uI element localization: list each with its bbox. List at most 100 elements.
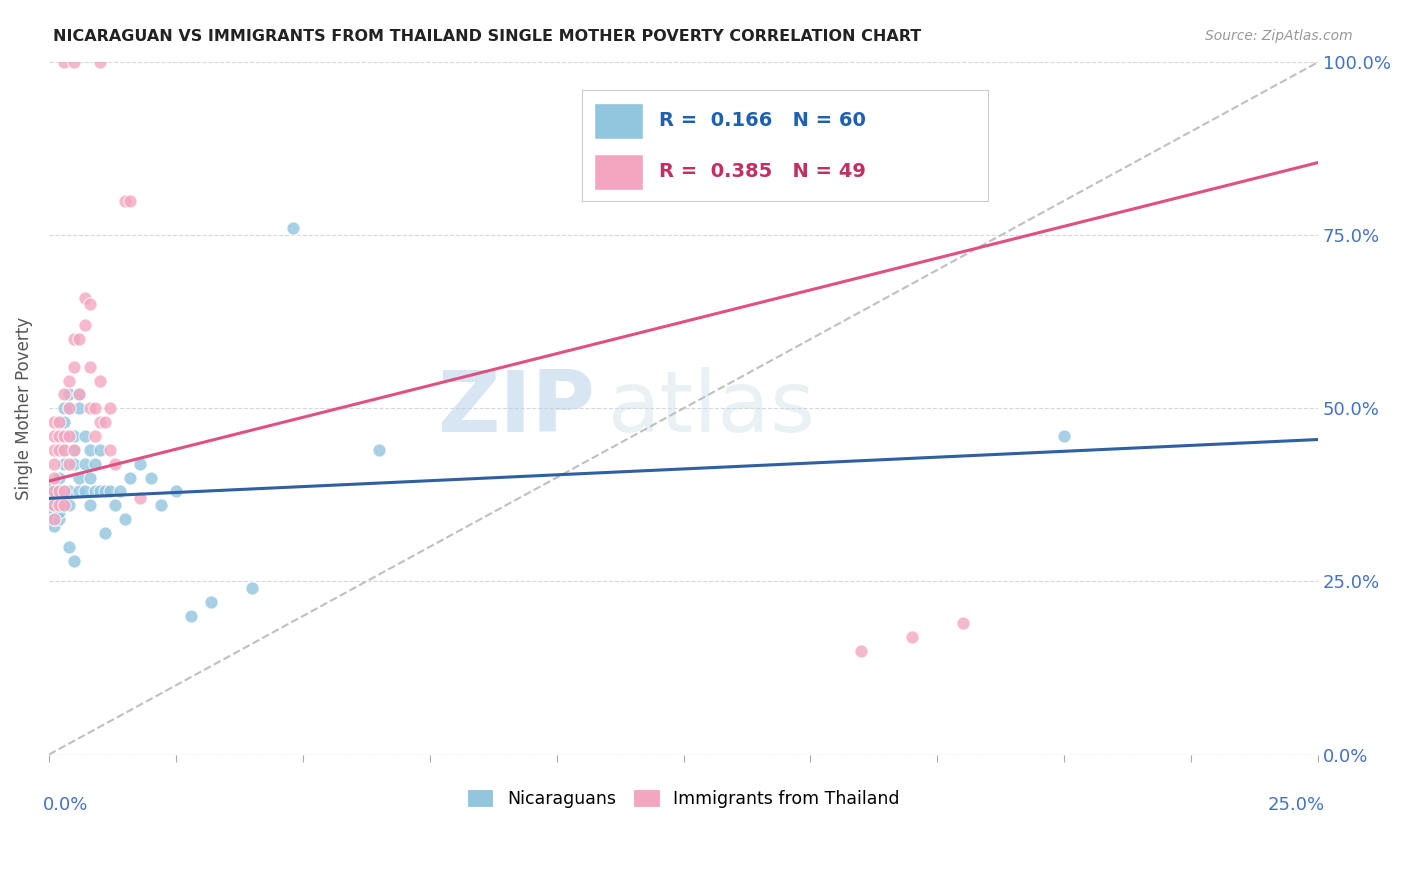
Point — [53, 429, 76, 443]
Point — [83, 484, 105, 499]
Point — [901, 630, 924, 644]
Point — [67, 332, 90, 346]
Point — [108, 484, 131, 499]
Point — [368, 442, 391, 457]
Point — [98, 442, 121, 457]
Point — [42, 519, 65, 533]
Point — [180, 609, 202, 624]
Point — [83, 457, 105, 471]
Point — [98, 484, 121, 499]
Legend: Nicaraguans, Immigrants from Thailand: Nicaraguans, Immigrants from Thailand — [460, 782, 907, 815]
Point — [200, 595, 222, 609]
Text: 0.0%: 0.0% — [42, 796, 89, 814]
Point — [42, 470, 65, 484]
Point — [48, 484, 70, 499]
Point — [48, 498, 70, 512]
Point — [42, 498, 65, 512]
Point — [120, 470, 142, 484]
Point — [89, 415, 111, 429]
Point — [42, 415, 65, 429]
Point — [42, 505, 65, 519]
Point — [67, 470, 90, 484]
Point — [73, 291, 96, 305]
Point — [48, 498, 70, 512]
Point — [98, 401, 121, 416]
Point — [139, 470, 162, 484]
Point — [83, 401, 105, 416]
Point — [63, 359, 86, 374]
Point — [240, 582, 263, 596]
Point — [53, 498, 76, 512]
Point — [58, 429, 80, 443]
Point — [42, 484, 65, 499]
Point — [149, 498, 172, 512]
Point — [53, 457, 76, 471]
Point — [129, 457, 152, 471]
Point — [58, 374, 80, 388]
Point — [94, 415, 117, 429]
Point — [58, 401, 80, 416]
Point — [48, 470, 70, 484]
Point — [94, 526, 117, 541]
Point — [58, 498, 80, 512]
Point — [281, 221, 304, 235]
Point — [67, 387, 90, 401]
Y-axis label: Single Mother Poverty: Single Mother Poverty — [15, 317, 32, 500]
Point — [89, 55, 111, 70]
Point — [104, 457, 127, 471]
Point — [73, 318, 96, 333]
Text: Source: ZipAtlas.com: Source: ZipAtlas.com — [1205, 29, 1353, 43]
Point — [63, 55, 86, 70]
Point — [79, 297, 101, 311]
Point — [53, 401, 76, 416]
Point — [42, 491, 65, 506]
Point — [63, 332, 86, 346]
Point — [73, 457, 96, 471]
Point — [63, 554, 86, 568]
Text: NICARAGUAN VS IMMIGRANTS FROM THAILAND SINGLE MOTHER POVERTY CORRELATION CHART: NICARAGUAN VS IMMIGRANTS FROM THAILAND S… — [53, 29, 922, 44]
Point — [851, 643, 873, 657]
Point — [53, 55, 76, 70]
Point — [58, 540, 80, 554]
Point — [42, 512, 65, 526]
Text: ZIP: ZIP — [437, 367, 595, 450]
Point — [53, 429, 76, 443]
Point — [129, 491, 152, 506]
Point — [63, 457, 86, 471]
Point — [63, 442, 86, 457]
Point — [67, 387, 90, 401]
Point — [165, 484, 187, 499]
Point — [42, 477, 65, 491]
Point — [42, 498, 65, 512]
Point — [79, 470, 101, 484]
Point — [67, 401, 90, 416]
Point — [63, 429, 86, 443]
Point — [53, 491, 76, 506]
Text: 25.0%: 25.0% — [1267, 796, 1324, 814]
Point — [114, 194, 136, 208]
Point — [53, 484, 76, 499]
Point — [73, 484, 96, 499]
Point — [53, 498, 76, 512]
Point — [42, 442, 65, 457]
Text: atlas: atlas — [607, 367, 815, 450]
Point — [104, 498, 127, 512]
Point — [42, 512, 65, 526]
Point — [58, 484, 80, 499]
Point — [73, 429, 96, 443]
Point — [53, 387, 76, 401]
Point — [79, 498, 101, 512]
Point — [79, 442, 101, 457]
Point — [94, 484, 117, 499]
Point — [48, 505, 70, 519]
Point — [89, 484, 111, 499]
Point — [48, 491, 70, 506]
Point — [42, 429, 65, 443]
Point — [53, 415, 76, 429]
Point — [120, 194, 142, 208]
Point — [53, 442, 76, 457]
Point — [79, 401, 101, 416]
Point — [114, 512, 136, 526]
Point — [42, 484, 65, 499]
Point — [48, 442, 70, 457]
